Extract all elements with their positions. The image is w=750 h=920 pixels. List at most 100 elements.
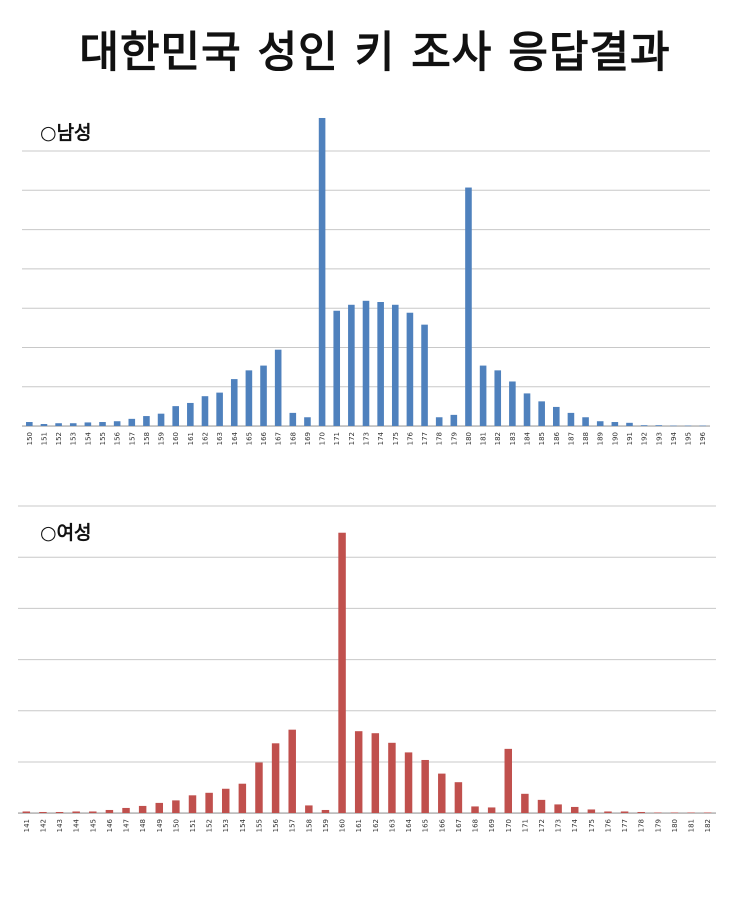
- bar-177: [620, 811, 629, 813]
- bar-163: [388, 742, 396, 813]
- bar-162: [201, 396, 209, 426]
- bar-154: [238, 783, 247, 813]
- bar-157: [288, 729, 296, 813]
- bar-179: [654, 812, 662, 813]
- x-tick-label: 152: [55, 432, 63, 445]
- bar-173: [554, 804, 562, 813]
- bar-146: [105, 809, 114, 813]
- bar-152: [205, 792, 213, 813]
- bar-189: [596, 421, 604, 426]
- bar-170: [318, 117, 326, 426]
- bar-181: [479, 365, 487, 426]
- x-tick-label: 195: [685, 432, 693, 445]
- x-tick-label: 182: [704, 819, 712, 832]
- x-tick-label: 186: [553, 431, 561, 445]
- x-tick-label: 176: [604, 818, 612, 832]
- x-tick-label: 170: [319, 432, 327, 445]
- bar-145: [89, 811, 97, 813]
- x-tick-label: 169: [488, 819, 496, 832]
- x-tick-label: 177: [621, 819, 629, 832]
- x-tick-label: 160: [172, 432, 180, 445]
- bar-174: [570, 806, 579, 813]
- bar-175: [587, 809, 596, 813]
- bar-144: [72, 811, 80, 813]
- bar-162: [371, 733, 380, 813]
- x-tick-label: 176: [406, 431, 414, 445]
- bar-148: [138, 805, 147, 813]
- bar-156: [271, 743, 280, 813]
- bar-164: [404, 752, 413, 813]
- bar-195: [684, 425, 692, 427]
- bar-176: [406, 312, 414, 426]
- bar-180: [670, 812, 679, 813]
- bar-173: [362, 300, 370, 426]
- bar-166: [260, 365, 267, 426]
- x-tick-label: 155: [255, 819, 263, 832]
- x-tick-label: 171: [521, 819, 529, 832]
- bar-180: [465, 187, 472, 426]
- bar-164: [230, 379, 238, 426]
- bar-158: [305, 805, 313, 813]
- x-tick-label: 165: [245, 432, 253, 445]
- x-tick-label: 155: [99, 432, 107, 445]
- bar-152: [55, 423, 62, 426]
- bar-172: [537, 799, 546, 813]
- bar-188: [582, 417, 589, 426]
- bar-192: [640, 425, 648, 426]
- bar-151: [40, 424, 48, 426]
- x-tick-label: 142: [39, 819, 47, 832]
- x-tick-label: 154: [239, 818, 247, 832]
- x-tick-label: 147: [123, 819, 131, 832]
- x-tick-label: 185: [538, 432, 546, 445]
- bar-155: [99, 422, 106, 426]
- x-tick-label: 163: [388, 819, 396, 832]
- x-tick-label: 151: [40, 432, 48, 445]
- x-tick-label: 149: [156, 819, 164, 832]
- x-tick-label: 148: [139, 819, 147, 832]
- x-tick-label: 172: [348, 432, 356, 445]
- bar-167: [454, 782, 463, 813]
- x-tick-label: 173: [555, 819, 563, 832]
- x-tick-label: 178: [436, 432, 444, 445]
- x-tick-label: 181: [688, 819, 696, 832]
- bar-155: [255, 762, 263, 813]
- bar-182: [703, 812, 712, 813]
- x-tick-label: 150: [26, 432, 34, 445]
- bar-161: [187, 402, 194, 426]
- bar-151: [188, 795, 197, 813]
- x-tick-label: 167: [455, 819, 463, 832]
- bar-160: [172, 406, 179, 426]
- x-tick-label: 158: [305, 819, 313, 832]
- x-tick-label: 180: [465, 432, 473, 445]
- bar-193: [655, 425, 663, 426]
- bar-166: [438, 773, 446, 813]
- x-tick-label: 180: [671, 819, 679, 832]
- x-tick-label: 156: [272, 818, 280, 832]
- bar-153: [221, 788, 230, 813]
- bar-161: [354, 731, 363, 813]
- bar-154: [84, 422, 92, 426]
- bar-182: [494, 370, 502, 426]
- x-tick-label: 191: [626, 432, 634, 445]
- bar-191: [626, 422, 633, 426]
- bar-176: [604, 811, 612, 813]
- x-tick-label: 153: [222, 819, 230, 832]
- bar-158: [143, 416, 150, 426]
- x-tick-label: 196: [699, 431, 707, 445]
- x-tick-label: 162: [372, 819, 380, 832]
- x-tick-label: 145: [89, 819, 97, 832]
- bar-163: [216, 392, 223, 426]
- x-tick-label: 156: [114, 431, 122, 445]
- bar-156: [113, 421, 121, 426]
- x-tick-label: 154: [84, 431, 92, 445]
- x-tick-label: 163: [216, 432, 224, 445]
- x-tick-label: 182: [494, 432, 502, 445]
- bar-169: [487, 807, 496, 813]
- x-tick-label: 193: [655, 432, 663, 445]
- bar-157: [128, 418, 136, 426]
- bar-196: [699, 425, 706, 427]
- bar-177: [421, 324, 428, 426]
- bar-184: [523, 393, 531, 426]
- page-title: 대한민국 성인 키 조사 응답결과: [79, 28, 671, 78]
- x-tick-label: 157: [289, 819, 297, 832]
